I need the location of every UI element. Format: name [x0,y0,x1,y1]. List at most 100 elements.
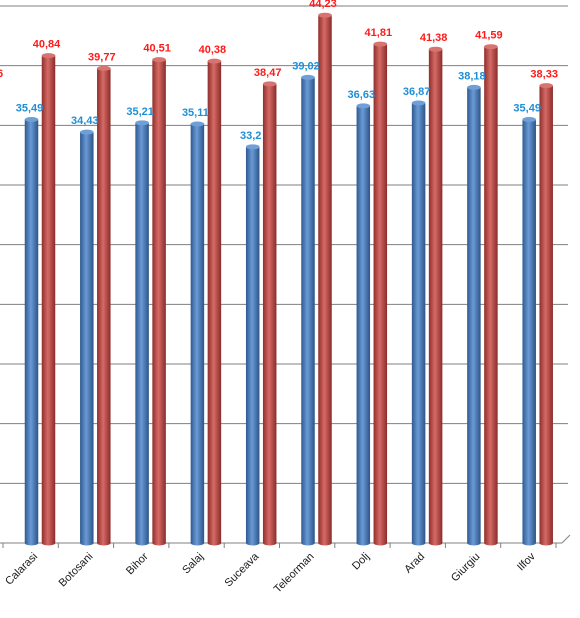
bar-red-base [373,540,388,546]
data-label-blue: 33,2 [240,130,261,142]
bar-blue [245,144,260,546]
bar-red [373,41,388,546]
x-tick-label: Bihor [124,550,151,577]
bar-blue-cap [467,84,481,90]
bar-blue-body [522,119,536,544]
bar-blue-cap [301,74,315,80]
bar-red-base [484,540,498,546]
bar-red-body [484,46,498,544]
bar-red [41,53,56,546]
bar-blue-cap [411,100,426,106]
data-label-blue: 38,18 [458,70,486,82]
x-tick-label: Calarasi [3,551,40,588]
bar-red-cap [41,53,56,59]
bar-red-cap [152,57,166,63]
bar-blue-base [467,540,481,546]
bar-blue [467,84,481,546]
bar-red-cap [484,44,498,50]
bar-blue-base [80,540,94,546]
bar-red [484,44,498,546]
x-tick-label: Dolj [350,551,372,573]
bar-red-body [152,59,166,544]
bar-red-base [41,540,56,546]
bar-blue [24,116,39,546]
data-label-red: 41,59 [475,30,503,42]
bar-blue-cap [80,129,94,135]
bar-blue-body [301,77,315,544]
bar-blue-base [190,540,205,546]
bar-blue [135,120,149,546]
bar-blue-base [411,540,426,546]
bar-red [97,65,111,546]
x-tick-label: Arad [402,551,427,576]
x-tick-label: Ilfov [515,550,538,573]
bar-blue-body [135,122,149,543]
data-label-blue: 39,02 [292,60,320,72]
bar-blue [80,129,94,546]
data-label-blue: 35,49 [513,102,541,114]
bar-red-base [207,540,222,546]
data-label-red: 44,23 [309,0,337,10]
bar-red-cap [97,65,111,71]
bar-blue [190,121,205,546]
data-label-blue: 35,11 [182,107,209,119]
bar-blue-body [190,124,205,544]
data-label-red: 38,47 [254,67,282,79]
data-label-blue: 36,63 [348,89,376,101]
x-tick-label: Giurgiu [449,551,483,585]
bar-red-body [262,83,277,543]
data-label-blue: 35,49 [16,102,44,114]
x-axis-depth-line [561,534,571,544]
bar-red [318,12,332,546]
bar-red-cap [373,41,388,47]
bar-blue-base [356,540,371,546]
bar-blue-base [135,540,149,546]
bar-red-body [41,55,56,543]
bar-red-body [97,68,111,544]
x-tick-label: Teleorman [272,551,317,596]
bar-red-base [152,540,166,546]
bar-red-cap [207,58,222,64]
bar-red-cap [539,83,553,89]
bar-red [207,58,222,546]
bar-blue-cap [24,116,39,122]
bar-red [539,83,553,546]
bar-red-base [97,540,111,546]
bar-blue-body [24,119,39,544]
bar-blue-cap [190,121,205,127]
bar-red-base [539,540,553,546]
bar-blue-body [467,87,481,544]
bar-red-cap [318,12,332,18]
data-label-red: 39,77 [88,51,116,63]
data-label-blue: 35,21 [126,106,154,118]
bar-blue-body [411,103,426,543]
bar-red-body [539,85,553,543]
bar-red [428,46,443,546]
bar-blue-base [24,540,39,546]
bar-red-body [373,44,388,544]
bar-blue [522,116,536,546]
x-tick-label: Botosani [57,551,96,590]
x-tick-label: Suceava [223,550,262,589]
bar-blue-body [80,132,94,544]
data-label-red: 40,38 [199,44,227,56]
bar-red-body [318,15,332,544]
bar-blue-cap [522,116,536,122]
data-label-blue: 36,87 [403,86,431,98]
bar-red-body [428,49,443,543]
bar-red-cap [262,81,277,87]
data-label-red: 41,81 [365,27,393,39]
bar-blue-base [301,540,315,546]
bar-red [262,81,277,546]
data-label-red: 40,84 [33,39,61,51]
bar-red [152,57,166,546]
data-label-red-clipped: 6 [0,68,3,80]
bar-blue-base [245,540,260,546]
bar-blue [356,103,371,546]
data-label-red: 38,33 [530,69,558,81]
bar-red-cap [428,46,443,52]
bar-blue [411,100,426,546]
data-label-red: 41,38 [420,32,448,44]
